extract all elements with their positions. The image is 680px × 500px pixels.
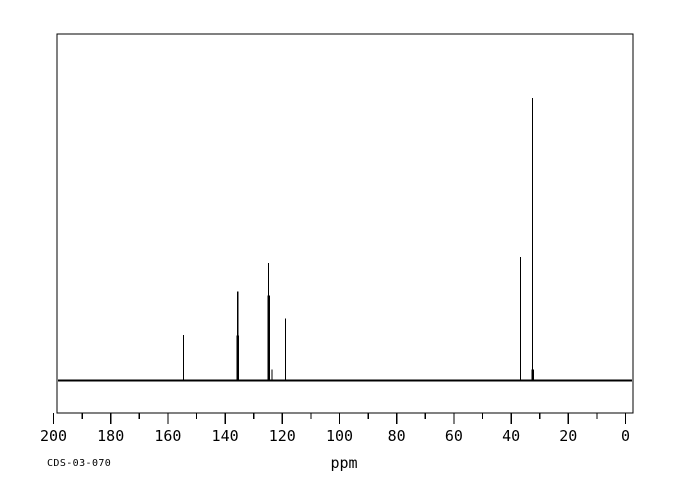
axis-tick-label-180: 180 <box>97 427 124 445</box>
axis-tick-label-120: 120 <box>269 427 296 445</box>
watermark-label: CDS-03-070 <box>47 458 111 469</box>
axis-tick-label-160: 160 <box>154 427 181 445</box>
axis-tick-label-80: 80 <box>388 427 406 445</box>
axis-tick-label-140: 140 <box>212 427 239 445</box>
axis-tick-label-20: 20 <box>559 427 577 445</box>
x-axis-unit-label: ppm <box>330 454 357 472</box>
axis-tick-label-0: 0 <box>621 427 630 445</box>
axis-tick-label-40: 40 <box>502 427 520 445</box>
plot-box <box>56 33 634 414</box>
peaks-group <box>183 97 534 381</box>
axis-ticks-group <box>52 413 627 424</box>
axis-tick-label-200: 200 <box>40 427 67 445</box>
axis-tick-labels-group: 200 180 160 140 120 100 80 60 40 20 0 <box>40 427 630 445</box>
axis-tick-label-100: 100 <box>326 427 353 445</box>
plot-frame <box>56 33 634 414</box>
axis-tick-label-60: 60 <box>445 427 463 445</box>
